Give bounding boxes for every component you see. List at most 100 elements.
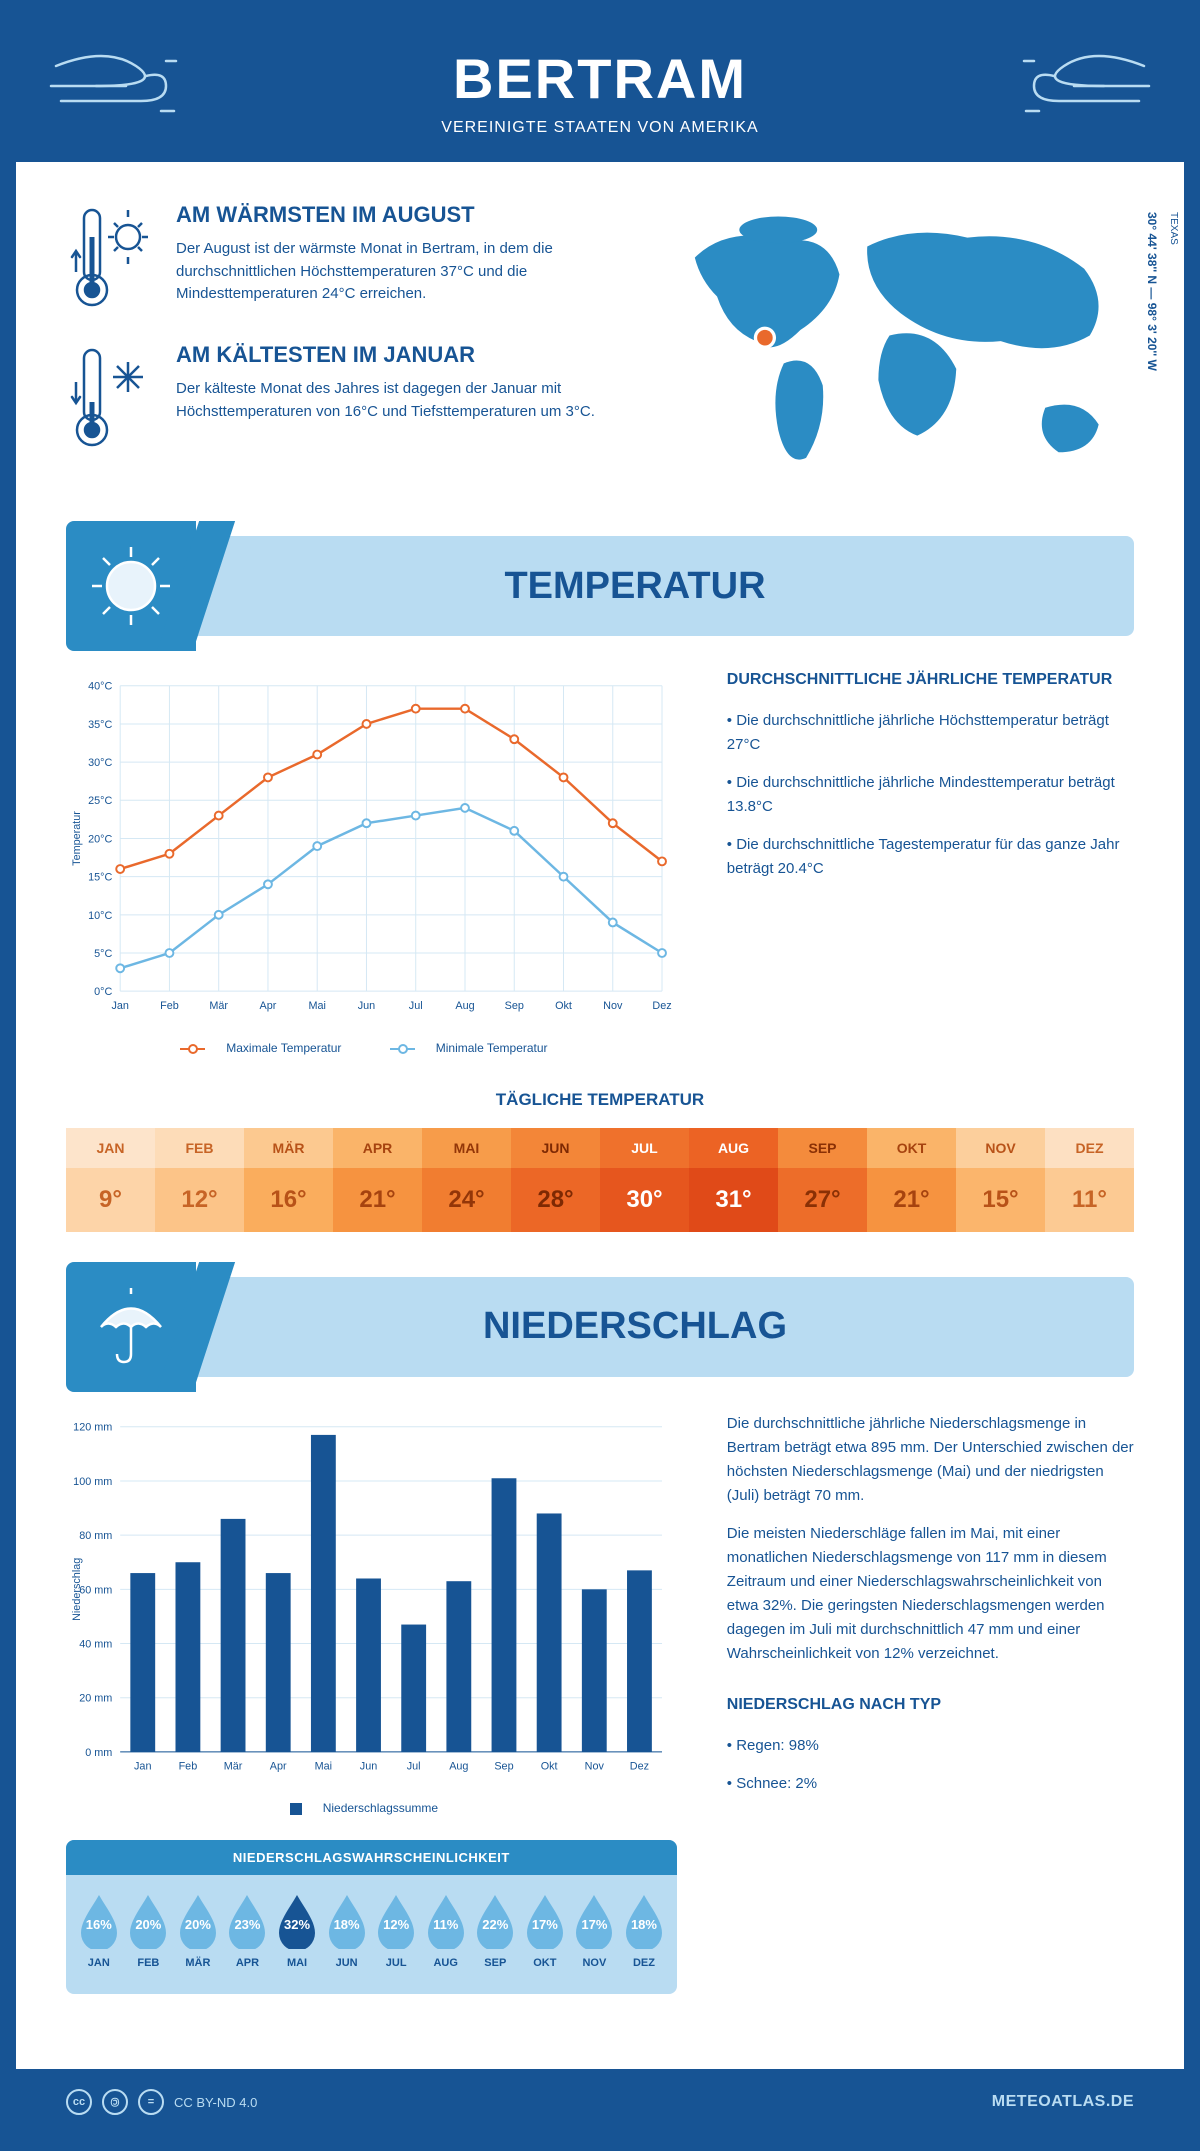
prob-title: NIEDERSCHLAGSWAHRSCHEINLICHKEIT: [66, 1840, 677, 1875]
svg-text:Sep: Sep: [494, 1761, 513, 1773]
svg-text:Mai: Mai: [315, 1761, 332, 1773]
daily-temp-title: TÄGLICHE TEMPERATUR: [66, 1090, 1134, 1110]
prob-drop: 20%MÄR: [173, 1893, 223, 1969]
svg-text:Jan: Jan: [134, 1761, 151, 1773]
prob-drop: 20%FEB: [124, 1893, 174, 1969]
precip-chart-col: 0 mm 20 mm 40 mm 60 mm 80 mm 100 mm 120 mm Jan F…: [66, 1412, 677, 1994]
svg-text:Mär: Mär: [224, 1761, 243, 1773]
temp-cell: DEZ11°: [1045, 1128, 1134, 1232]
coldest-body: Der kälteste Monat des Jahres ist dagege…: [176, 378, 627, 423]
svg-text:Temperatur: Temperatur: [71, 811, 83, 866]
svg-text:Mär: Mär: [209, 1000, 228, 1012]
thermometer-sun-icon: [66, 202, 156, 312]
svg-text:Nov: Nov: [603, 1000, 623, 1012]
svg-text:Nov: Nov: [585, 1761, 605, 1773]
svg-text:Okt: Okt: [541, 1761, 558, 1773]
temp-cell: JUL30°: [600, 1128, 689, 1232]
prob-drop: 16%JAN: [74, 1893, 124, 1969]
svg-text:Niederschlag: Niederschlag: [71, 1558, 83, 1621]
map-block: 30° 44' 38'' N — 98° 3' 20'' W TEXAS: [667, 202, 1134, 496]
svg-text:Jun: Jun: [358, 1000, 375, 1012]
svg-text:35°C: 35°C: [88, 719, 112, 731]
prob-drop: 23%APR: [223, 1893, 273, 1969]
svg-text:Feb: Feb: [160, 1000, 179, 1012]
precip-text: Die durchschnittliche jährliche Niedersc…: [727, 1412, 1134, 1994]
temp-cell: OKT21°: [867, 1128, 956, 1232]
temperature-chart: 0°C5°C10°C15°C20°C25°C30°C35°C40°CJanFeb…: [66, 671, 677, 1055]
temperature-banner: TEMPERATUR: [66, 536, 1134, 636]
svg-text:120 mm: 120 mm: [73, 1422, 112, 1434]
svg-text:Okt: Okt: [555, 1000, 572, 1012]
svg-text:0 mm: 0 mm: [85, 1747, 112, 1759]
svg-text:Mai: Mai: [308, 1000, 325, 1012]
coldest-block: AM KÄLTESTEN IM JANUAR Der kälteste Mona…: [66, 342, 627, 452]
svg-text:Jan: Jan: [111, 1000, 128, 1012]
svg-text:Jul: Jul: [407, 1761, 421, 1773]
daily-temp-table: JAN9°FEB12°MÄR16°APR21°MAI24°JUN28°JUL30…: [66, 1128, 1134, 1232]
country-subtitle: VEREINIGTE STAATEN VON AMERIKA: [16, 119, 1184, 137]
site-name: METEOATLAS.DE: [992, 2093, 1134, 2111]
cc-icon: cc: [66, 2089, 92, 2115]
wind-icon-left: [46, 36, 186, 126]
header: BERTRAM VEREINIGTE STAATEN VON AMERIKA: [16, 16, 1184, 162]
svg-text:80 mm: 80 mm: [79, 1530, 112, 1542]
prob-drop: 12%JUL: [371, 1893, 421, 1969]
svg-text:10°C: 10°C: [88, 910, 112, 922]
intro-section: AM WÄRMSTEN IM AUGUST Der August ist der…: [66, 202, 1134, 496]
license-text: CC BY-ND 4.0: [174, 2095, 257, 2110]
coordinates: 30° 44' 38'' N — 98° 3' 20'' W: [1145, 212, 1159, 371]
world-map-icon: [667, 202, 1134, 491]
svg-text:100 mm: 100 mm: [73, 1476, 112, 1488]
prob-drop: 32%MAI: [272, 1893, 322, 1969]
temp-cell: MAI24°: [422, 1128, 511, 1232]
region: TEXAS: [1168, 212, 1179, 245]
temp-cell: JUN28°: [511, 1128, 600, 1232]
temp-cell: SEP27°: [778, 1128, 867, 1232]
svg-text:5°C: 5°C: [94, 948, 112, 960]
temp-legend: Maximale Temperatur Minimale Temperatur: [66, 1041, 677, 1055]
wind-icon-right: [1014, 36, 1154, 126]
umbrella-icon: [66, 1262, 196, 1392]
prob-drop: 22%SEP: [471, 1893, 521, 1969]
warmest-block: AM WÄRMSTEN IM AUGUST Der August ist der…: [66, 202, 627, 312]
warmest-title: AM WÄRMSTEN IM AUGUST: [176, 202, 627, 228]
temp-cell: NOV15°: [956, 1128, 1045, 1232]
nd-icon: =: [138, 2089, 164, 2115]
precip-heading: NIEDERSCHLAG: [136, 1305, 1134, 1348]
precip-chart: 0 mm 20 mm 40 mm 60 mm 80 mm 100 mm 120 mm Jan F…: [66, 1412, 677, 1786]
svg-text:40 mm: 40 mm: [79, 1638, 112, 1650]
svg-text:Sep: Sep: [505, 1000, 524, 1012]
infographic-page: BERTRAM VEREINIGTE STAATEN VON AMERIKA: [0, 0, 1200, 2151]
precip-type-title: NIEDERSCHLAG NACH TYP: [727, 1696, 1134, 1714]
temp-cell: APR21°: [333, 1128, 422, 1232]
svg-text:60 mm: 60 mm: [79, 1584, 112, 1596]
prob-drop: 18%DEZ: [619, 1893, 669, 1969]
svg-text:15°C: 15°C: [88, 872, 112, 884]
precip-legend: Niederschlagssumme: [66, 1801, 677, 1815]
thermometer-snow-icon: [66, 342, 156, 452]
svg-text:20°C: 20°C: [88, 834, 112, 846]
svg-text:Aug: Aug: [449, 1761, 468, 1773]
svg-text:0°C: 0°C: [94, 986, 112, 998]
temperature-heading: TEMPERATUR: [136, 565, 1134, 608]
by-icon: 🄯: [102, 2089, 128, 2115]
temp-cell: MÄR16°: [244, 1128, 333, 1232]
svg-text:20 mm: 20 mm: [79, 1693, 112, 1705]
prob-drop: 17%NOV: [570, 1893, 620, 1969]
coldest-title: AM KÄLTESTEN IM JANUAR: [176, 342, 627, 368]
sun-icon: [66, 521, 196, 651]
prob-drop: 18%JUN: [322, 1893, 372, 1969]
svg-text:Aug: Aug: [455, 1000, 474, 1012]
svg-text:Jun: Jun: [360, 1761, 377, 1773]
temperature-annual-text: DURCHSCHNITTLICHE JÄHRLICHE TEMPERATUR D…: [727, 671, 1134, 1055]
svg-text:Dez: Dez: [652, 1000, 671, 1012]
annual-temp-title: DURCHSCHNITTLICHE JÄHRLICHE TEMPERATUR: [727, 671, 1134, 689]
prob-drop: 17%OKT: [520, 1893, 570, 1969]
svg-text:30°C: 30°C: [88, 757, 112, 769]
svg-text:Feb: Feb: [179, 1761, 198, 1773]
temp-cell: AUG31°: [689, 1128, 778, 1232]
svg-text:Jul: Jul: [409, 1000, 423, 1012]
footer: cc 🄯 = CC BY-ND 4.0 METEOATLAS.DE: [16, 2069, 1184, 2135]
content: AM WÄRMSTEN IM AUGUST Der August ist der…: [16, 162, 1184, 2069]
precip-banner: NIEDERSCHLAG: [66, 1277, 1134, 1377]
